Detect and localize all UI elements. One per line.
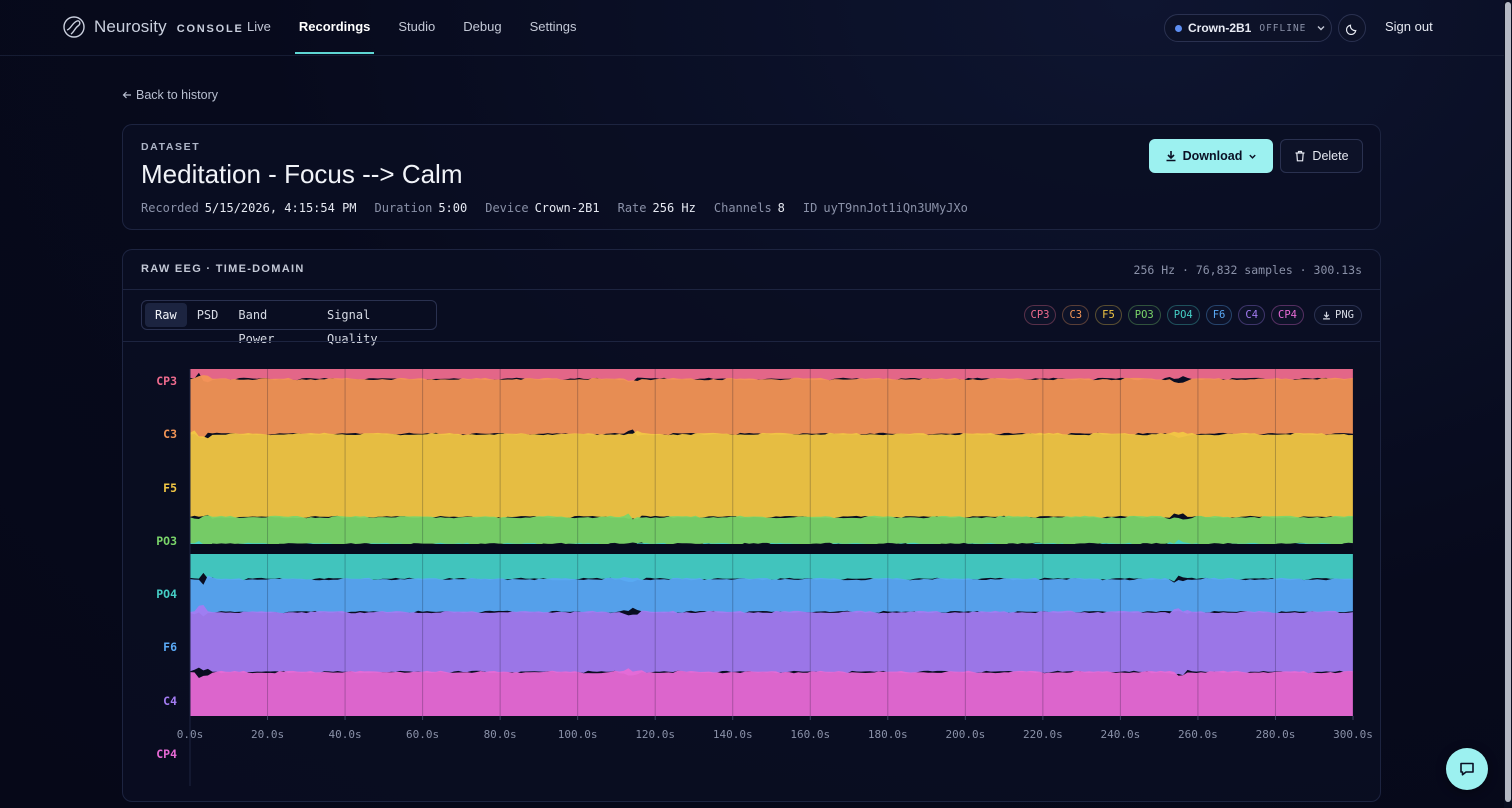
y-label-cp4: CP4	[156, 747, 177, 761]
channel-chip-cp4[interactable]: CP4	[1271, 305, 1304, 325]
tab-psd[interactable]: PSD	[196, 308, 219, 322]
device-selector[interactable]: Crown-2B1 OFFLINE	[1164, 14, 1332, 42]
meta-device: Device Crown-2B1	[485, 201, 600, 215]
device-status-dot	[1175, 24, 1182, 32]
brand[interactable]: Neurosity CONSOLE	[62, 15, 244, 39]
page-title: Meditation - Focus --> Calm	[141, 159, 463, 189]
nav-link-settings[interactable]: Settings	[529, 19, 577, 34]
x-tick-label: 200.0s	[945, 728, 985, 741]
series-cp4	[190, 668, 1353, 716]
series-c4	[190, 605, 1353, 676]
chevron-down-icon	[1249, 154, 1257, 159]
x-tick-label: 40.0s	[329, 728, 362, 741]
channel-chip-f6[interactable]: F6	[1205, 305, 1233, 325]
x-tick-label: 60.0s	[406, 728, 439, 741]
x-tick-label: 20.0s	[251, 728, 284, 741]
series-f5	[190, 430, 1353, 520]
device-name: Crown-2B1	[1188, 21, 1252, 35]
tab-raw[interactable]: Raw	[145, 303, 187, 327]
png-label: PNG	[1335, 309, 1354, 321]
moon-icon	[1345, 24, 1356, 35]
chat-bubble-icon	[1460, 762, 1474, 776]
channel-chip-po4[interactable]: PO4	[1166, 305, 1200, 325]
x-tick-label: 100.0s	[558, 728, 598, 741]
divider	[123, 341, 1380, 342]
x-tick-label: 180.0s	[868, 728, 908, 741]
nav-link-recordings[interactable]: Recordings	[294, 0, 374, 54]
nav-link-debug[interactable]: Debug	[463, 19, 502, 34]
x-tick-label: 140.0s	[713, 728, 753, 741]
download-icon	[1323, 311, 1330, 319]
eeg-card: RAW EEG · TIME-DOMAIN 256 Hz · 76,832 sa…	[122, 249, 1381, 802]
meta-channels: Channels 8	[713, 201, 785, 215]
scrollbar[interactable]	[1504, 0, 1512, 808]
dataset-meta: Recorded 5/15/2026, 4:15:54 PM Duration 5:…	[141, 201, 968, 215]
export-png-button[interactable]: PNG	[1314, 305, 1362, 325]
tab-band-power[interactable]: Band Power	[238, 308, 275, 346]
sign-out-link[interactable]: Sign out	[1385, 19, 1433, 34]
y-label-c4: C4	[163, 694, 177, 708]
view-tabs: Raw PSD Band Power Signal Quality	[141, 300, 437, 346]
x-tick-label: 260.0s	[1178, 728, 1218, 741]
signal-gap	[190, 544, 1353, 554]
channel-chip-f5[interactable]: F5	[1095, 305, 1122, 325]
eeg-stats: 256 Hz · 76,832 samples · 300.13s	[1133, 263, 1362, 277]
eeg-header: RAW EEG · TIME-DOMAIN 256 Hz · 76,832 sa…	[123, 250, 1380, 290]
meta-rate: Rate 256 Hz	[617, 201, 696, 215]
channel-chip-po3[interactable]: PO3	[1127, 305, 1161, 325]
tab-signal-quality[interactable]: Signal Quality	[326, 308, 378, 346]
x-tick-label: 300.0s	[1333, 728, 1373, 741]
back-to-history-link[interactable]: Back to history	[122, 88, 218, 102]
channel-chip-c4[interactable]: C4	[1238, 305, 1266, 325]
meta-recorded: Recorded 5/15/2026, 4:15:54 PM	[141, 201, 357, 215]
eeg-chart: 0.0s 20.0s 40.0s 60.0s 80.0s 100.0s 120.0s 140.…	[156, 369, 1373, 786]
top-nav: Neurosity CONSOLE Live Recordings Studio…	[0, 0, 1512, 56]
device-status: OFFLINE	[1259, 22, 1307, 34]
chat-button[interactable]	[1446, 748, 1488, 790]
x-tick-label: 280.0s	[1256, 728, 1296, 741]
x-tick-label: 220.0s	[1023, 728, 1063, 741]
y-label-f5: F5	[163, 481, 177, 495]
download-icon	[1166, 151, 1176, 162]
x-tick-label: 160.0s	[790, 728, 830, 741]
y-label-cp3: CP3	[156, 374, 177, 388]
download-label: Download	[1182, 149, 1243, 163]
dataset-card: DATASET Meditation - Focus --> Calm Reco…	[122, 124, 1381, 230]
channel-chip-c3[interactable]: C3	[1062, 305, 1090, 325]
y-label-f6: F6	[163, 640, 177, 654]
eeg-title: RAW EEG · TIME-DOMAIN	[141, 263, 305, 275]
scrollbar-thumb[interactable]	[1505, 2, 1511, 802]
delete-label: Delete	[1312, 149, 1349, 163]
meta-duration: Duration 5:00	[374, 201, 468, 215]
y-label-po4: PO4	[156, 587, 177, 601]
y-label-po3: PO3	[156, 534, 177, 548]
channel-chips: CP3 C3 F5 PO3 PO4 F6 C4 CP4	[1023, 305, 1304, 325]
nav-links: Live Recordings Studio Debug Settings	[247, 0, 605, 56]
meta-id: ID uyT9nnJot1iQn3UMyJXo	[802, 201, 968, 215]
chevron-down-icon	[1317, 26, 1325, 31]
x-tick-label: 80.0s	[484, 728, 517, 741]
arrow-left-icon	[122, 91, 131, 99]
nav-link-live[interactable]: Live	[247, 19, 271, 34]
series-po3	[190, 513, 1353, 550]
brand-name: Neurosity	[94, 17, 167, 36]
channel-chip-cp3[interactable]: CP3	[1023, 305, 1057, 325]
back-label: Back to history	[136, 88, 218, 102]
delete-button[interactable]: Delete	[1280, 139, 1363, 173]
y-label-c3: C3	[163, 427, 177, 441]
brand-sub: CONSOLE	[176, 22, 244, 35]
series-f6	[190, 575, 1353, 617]
x-tick-label: 120.0s	[635, 728, 675, 741]
theme-toggle-button[interactable]	[1338, 14, 1366, 42]
series-c3	[190, 375, 1353, 439]
neurosity-logo-icon	[63, 16, 85, 38]
trash-icon	[1295, 150, 1305, 162]
download-button[interactable]: Download	[1149, 139, 1273, 173]
nav-link-studio[interactable]: Studio	[398, 19, 436, 34]
dataset-eyebrow: DATASET	[141, 141, 201, 153]
x-tick-label: 240.0s	[1101, 728, 1141, 741]
